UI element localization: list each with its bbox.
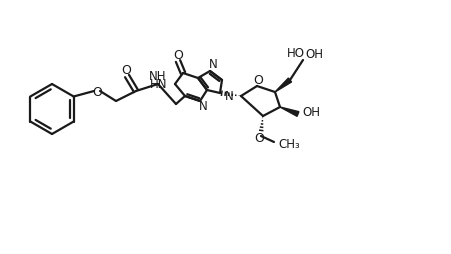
Text: O: O	[121, 63, 131, 76]
Text: CH₃: CH₃	[278, 137, 300, 150]
Text: N: N	[225, 90, 234, 103]
Polygon shape	[280, 108, 299, 117]
Text: O: O	[254, 131, 264, 144]
Text: OH: OH	[305, 47, 323, 60]
Text: O: O	[173, 48, 183, 61]
Text: HO: HO	[287, 46, 305, 59]
Text: N: N	[198, 100, 207, 113]
Text: N: N	[209, 58, 217, 71]
Text: O: O	[253, 74, 263, 87]
Text: NH: NH	[149, 70, 167, 83]
Text: O: O	[92, 85, 102, 98]
Text: HN: HN	[149, 78, 167, 91]
Text: OH: OH	[302, 106, 320, 119]
Polygon shape	[275, 79, 291, 93]
